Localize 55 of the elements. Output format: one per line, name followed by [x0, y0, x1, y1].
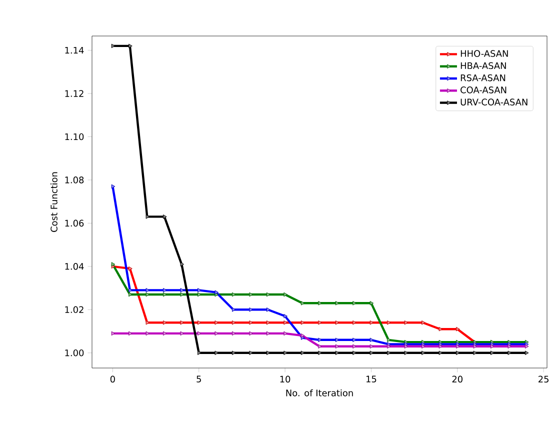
- point: [422, 350, 426, 356]
- point: [128, 292, 132, 297]
- y-tick-label: 1.10: [65, 133, 84, 140]
- point: [249, 292, 254, 297]
- point: [180, 292, 184, 297]
- point: [214, 350, 219, 356]
- x-tick-label: 10: [280, 376, 290, 383]
- point: [438, 350, 443, 356]
- y-tick-label: 1.06: [65, 220, 84, 227]
- point: [198, 292, 202, 297]
- x-tick-label: 25: [538, 376, 548, 383]
- y-tick-label: 1.02: [65, 306, 84, 314]
- x-tick-label: 0: [110, 376, 115, 383]
- point: [163, 292, 167, 297]
- legend-label: RSA-ASAN: [460, 74, 506, 82]
- point: [284, 350, 288, 356]
- point: [163, 214, 167, 219]
- y-tick-label: 1.14: [65, 47, 84, 54]
- y-tick-label: 1.08: [65, 176, 84, 184]
- y-axis-title: Cost Function: [50, 172, 58, 232]
- y-tick-label: 1.00: [65, 349, 84, 356]
- point: [266, 292, 270, 297]
- point: [284, 292, 288, 297]
- point: [232, 350, 236, 356]
- y-tick-label: 1.04: [65, 263, 84, 270]
- legend-label: URV-COA-ASAN: [460, 98, 528, 106]
- point: [352, 301, 356, 306]
- point: [370, 301, 374, 306]
- y-tick-label: 1.12: [65, 90, 84, 97]
- point: [128, 44, 132, 48]
- point: [300, 301, 305, 306]
- point: [404, 350, 408, 356]
- x-tick-label: 20: [452, 376, 462, 383]
- x-axis-title: No. of Iteration: [286, 389, 353, 396]
- point: [335, 301, 340, 306]
- x-tick-label: 5: [196, 376, 201, 382]
- legend-label: HBA-ASAN: [460, 62, 506, 70]
- point: [456, 350, 460, 356]
- point: [318, 301, 322, 306]
- point: [146, 292, 150, 297]
- point: [508, 350, 512, 356]
- point: [232, 292, 236, 297]
- point: [111, 262, 116, 266]
- point: [387, 350, 391, 356]
- legend-label: COA-ASAN: [460, 86, 506, 94]
- point: [249, 350, 254, 356]
- x-tick-label: 15: [366, 376, 376, 382]
- point: [387, 338, 391, 342]
- point: [352, 350, 356, 356]
- legend-label: HHO-ASAN: [460, 50, 508, 57]
- point: [180, 262, 184, 266]
- point: [524, 350, 529, 356]
- point: [473, 350, 478, 356]
- point: [318, 350, 322, 356]
- point: [111, 44, 116, 48]
